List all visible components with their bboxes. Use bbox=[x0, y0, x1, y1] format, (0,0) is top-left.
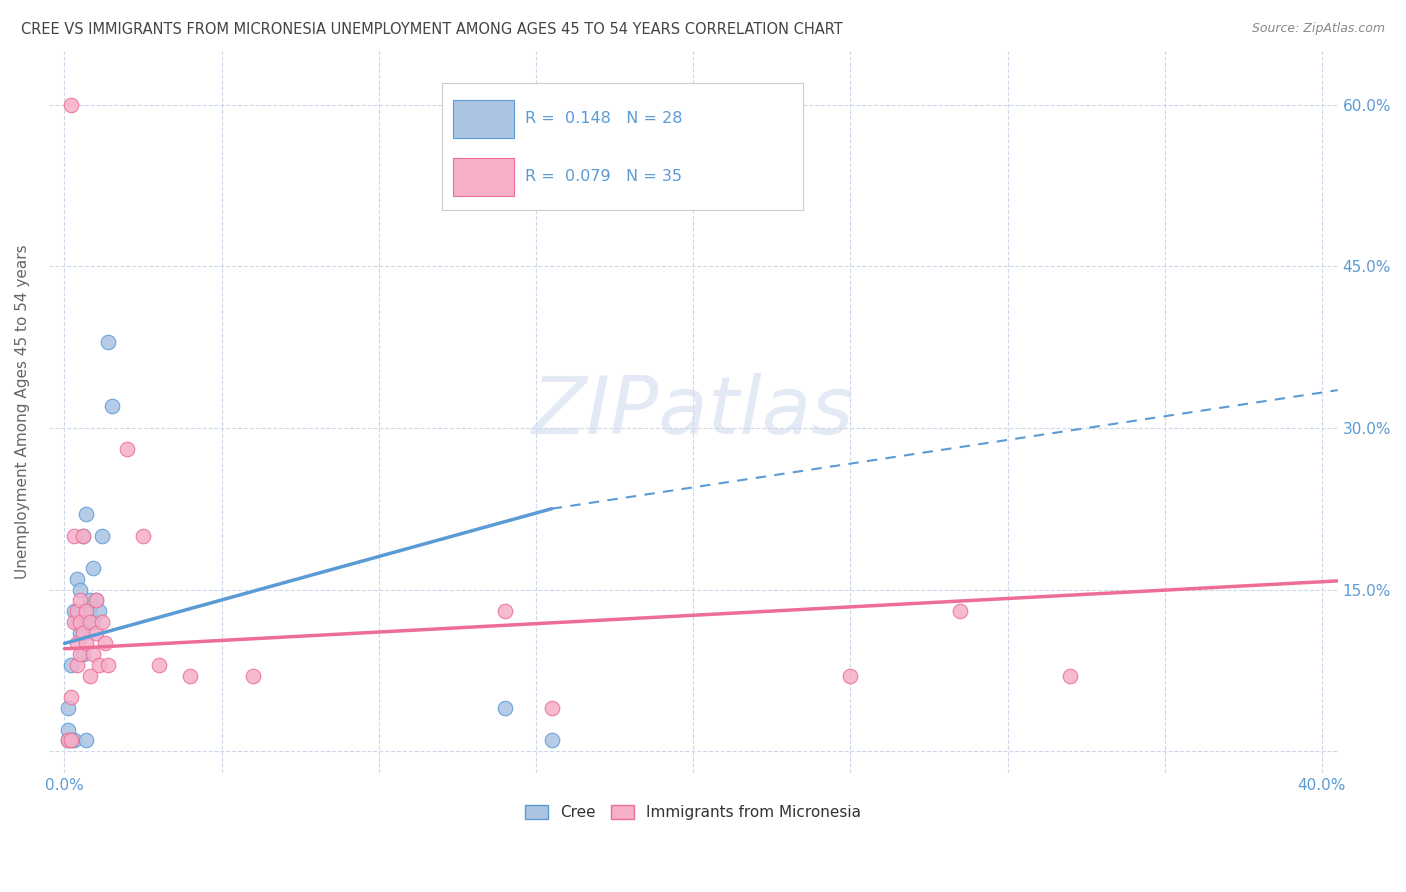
Point bbox=[56, 723, 79, 737]
Point bbox=[79, 615, 101, 629]
Point bbox=[69, 593, 91, 607]
Point bbox=[82, 647, 104, 661]
Point bbox=[76, 615, 98, 629]
Point bbox=[949, 604, 972, 618]
Point bbox=[69, 604, 91, 618]
Point bbox=[63, 604, 86, 618]
Point bbox=[494, 701, 516, 715]
Point bbox=[84, 625, 107, 640]
Point bbox=[63, 733, 86, 747]
Point bbox=[72, 528, 94, 542]
Point bbox=[242, 669, 264, 683]
Point bbox=[69, 582, 91, 597]
Point bbox=[540, 733, 562, 747]
Point bbox=[76, 507, 98, 521]
Point bbox=[63, 615, 86, 629]
Point bbox=[82, 561, 104, 575]
Point bbox=[84, 593, 107, 607]
Point bbox=[56, 733, 79, 747]
Point bbox=[69, 625, 91, 640]
Point bbox=[79, 604, 101, 618]
Point bbox=[79, 669, 101, 683]
Point bbox=[66, 615, 89, 629]
Point bbox=[72, 647, 94, 661]
Text: ZIPatlas: ZIPatlas bbox=[531, 373, 855, 450]
Point bbox=[66, 572, 89, 586]
Point bbox=[132, 528, 155, 542]
Point bbox=[100, 400, 122, 414]
Point bbox=[179, 669, 201, 683]
Point bbox=[87, 604, 110, 618]
Point bbox=[59, 657, 82, 672]
Point bbox=[59, 733, 82, 747]
Point bbox=[97, 657, 120, 672]
Point bbox=[72, 625, 94, 640]
Point bbox=[79, 593, 101, 607]
Point bbox=[56, 733, 79, 747]
Text: Source: ZipAtlas.com: Source: ZipAtlas.com bbox=[1251, 22, 1385, 36]
Legend: Cree, Immigrants from Micronesia: Cree, Immigrants from Micronesia bbox=[519, 799, 868, 827]
Point bbox=[59, 733, 82, 747]
Point bbox=[76, 636, 98, 650]
Point bbox=[494, 604, 516, 618]
Point bbox=[91, 528, 114, 542]
Point bbox=[839, 669, 862, 683]
Y-axis label: Unemployment Among Ages 45 to 54 years: Unemployment Among Ages 45 to 54 years bbox=[15, 244, 30, 579]
Point bbox=[87, 657, 110, 672]
Point bbox=[66, 657, 89, 672]
Point bbox=[97, 334, 120, 349]
Point bbox=[94, 636, 117, 650]
Point bbox=[540, 701, 562, 715]
Point bbox=[117, 442, 139, 457]
Point bbox=[66, 636, 89, 650]
Point bbox=[76, 604, 98, 618]
Point bbox=[84, 593, 107, 607]
Point bbox=[91, 615, 114, 629]
Point bbox=[59, 690, 82, 705]
Point bbox=[72, 528, 94, 542]
Point bbox=[63, 528, 86, 542]
Point bbox=[56, 701, 79, 715]
Point bbox=[66, 604, 89, 618]
Point bbox=[148, 657, 170, 672]
Point bbox=[69, 615, 91, 629]
Text: CREE VS IMMIGRANTS FROM MICRONESIA UNEMPLOYMENT AMONG AGES 45 TO 54 YEARS CORREL: CREE VS IMMIGRANTS FROM MICRONESIA UNEMP… bbox=[21, 22, 842, 37]
Point bbox=[69, 647, 91, 661]
Point bbox=[1059, 669, 1081, 683]
Point bbox=[59, 97, 82, 112]
Point bbox=[82, 615, 104, 629]
Point bbox=[76, 733, 98, 747]
